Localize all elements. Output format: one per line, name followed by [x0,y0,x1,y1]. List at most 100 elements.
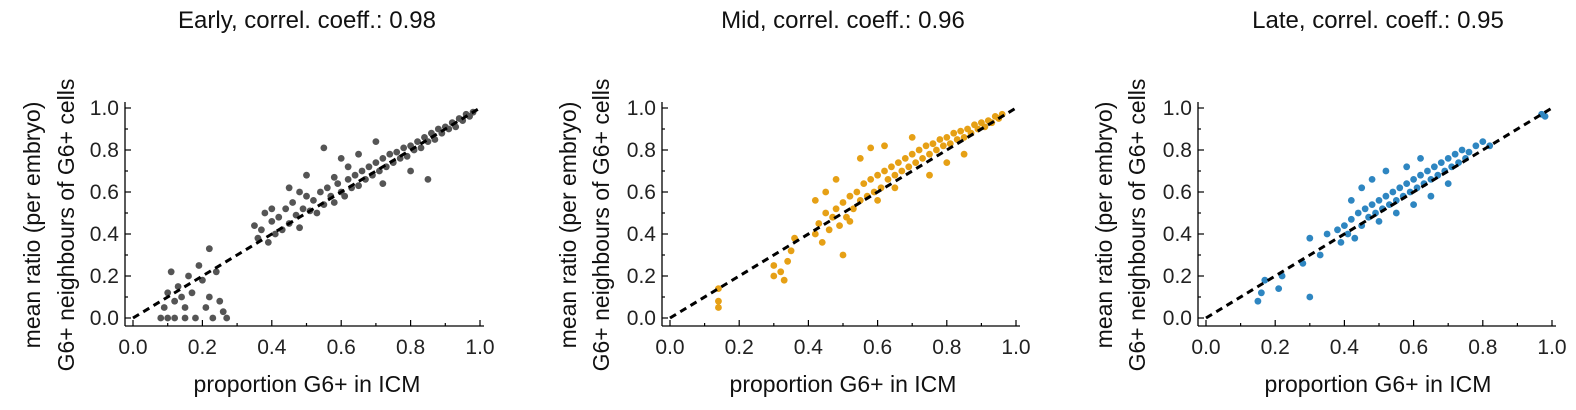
scatter-point [950,129,958,137]
scatter-point [943,159,951,167]
scatter-point [195,262,203,269]
scatter-point [1254,297,1262,305]
scatter-point [268,218,276,225]
scatter-point [1410,201,1417,209]
scatter-point [386,150,394,158]
scatter-point [1351,234,1359,242]
scatter-point [1396,184,1404,192]
scatter-point [1417,155,1424,162]
scatter-point [1382,167,1390,175]
scatter-point [209,314,217,322]
reference-line [1205,106,1553,320]
x-tick-label: 0.6 [1399,336,1428,359]
scatter-point [787,247,795,255]
y-tick-label: 0.8 [90,139,119,162]
scatter-point [344,163,352,171]
scatter-point [157,314,165,322]
x-tick-label: 1.0 [1001,336,1030,359]
y-tick-label: 0.2 [90,265,119,288]
scatter-point [1341,222,1348,230]
scatter-point [829,213,837,221]
x-tick-label: 0.4 [257,336,287,359]
y-tick-label: 0.6 [1163,181,1192,204]
scatter-point [171,314,179,322]
x-tick-label: 0.0 [118,336,147,359]
scatter-point [1410,176,1417,183]
scatter-point [167,268,175,276]
y-tick-label: 0.2 [627,265,656,288]
scatter-point [849,205,857,213]
scatter-point [777,268,785,276]
x-tick-label: 1.0 [465,336,494,359]
scatter-point [943,134,951,141]
scatter-point [424,176,432,183]
y-tick-label: 0.0 [90,307,119,330]
scatter-point [867,144,875,152]
y-axis-label-line1: mean ratio (per embryo) [19,102,45,349]
y-tick-label: 1.0 [90,97,119,120]
scatter-point [856,155,864,162]
scatter-point [407,167,414,175]
reference-line [669,106,1017,320]
scatter-point [330,173,338,181]
scatter-point [1444,155,1452,162]
scatter-point [164,314,172,322]
scatter-point [1275,285,1283,292]
scatter-point [825,226,833,234]
y-tick-label: 0.4 [627,223,657,246]
scatter-point [1361,205,1369,213]
y-axis-label-line2: G6+ neighbours of G6+ cells [53,79,79,372]
scatter-point [379,180,387,188]
x-tick-label: 0.6 [863,336,892,359]
panel-title: Mid, correl. coeff.: 0.96 [721,7,965,34]
scatter-point [888,163,895,171]
scatter-point [1403,180,1411,188]
scatter-point [1306,234,1314,242]
scatter-point [1354,209,1362,217]
scatter-point [202,304,210,311]
scatter-point [355,150,362,158]
scatter-point [822,188,830,196]
scatter-point [303,171,310,179]
scatter-point [1479,138,1487,146]
panel-mid: Mid, correl. coeff.: 0.96 mean ratio (pe… [555,7,1031,397]
scatter-point [1347,215,1355,223]
scatter-point [414,138,421,146]
scatter-point [881,142,888,150]
y-axis-label-line2: G6+ neighbours of G6+ cells [588,79,614,372]
scatter-point [1316,251,1324,259]
scatter-point [905,163,913,171]
plot-area: 0.0 0.2 0.4 0.6 0.8 1.0 0.0 0.2 0.4 0.6 0.8 1.0 [627,97,1031,359]
scatter-point [884,176,892,183]
y-tick-label: 0.2 [1163,265,1192,288]
scatter-point [891,171,899,179]
scatter-point [815,220,823,227]
scatter-point [715,297,722,305]
scatter-point [379,155,387,162]
scatter-point [188,289,196,297]
scatter-point [1368,201,1376,209]
scatter-point [174,283,182,290]
scatter-point [1403,163,1411,171]
y-tick-label: 1.0 [627,97,656,120]
x-tick-label: 0.0 [655,336,684,359]
scatter-point [860,180,868,188]
x-axis-label: proportion G6+ in ICM [1265,371,1492,397]
y-tick-label: 1.0 [1163,97,1192,120]
scatter-point [839,251,847,259]
scatter-point [358,167,366,175]
scatter-point [299,205,307,213]
scatter-point [160,304,168,311]
scatter-point [313,209,321,217]
scatter-point [1344,230,1352,238]
y-tick-label: 0.8 [627,139,656,162]
scatter-point [296,224,303,232]
scatter-point [1375,197,1383,204]
scatter-point [303,192,310,200]
scatter-point [936,136,944,143]
scatter-point [770,272,778,280]
scatter-point [836,222,843,230]
plot-area: 0.0 0.2 0.4 0.6 0.8 1.0 0.0 0.2 0.4 0.6 0.8 1.0 [90,97,495,359]
scatter-point [337,155,345,162]
